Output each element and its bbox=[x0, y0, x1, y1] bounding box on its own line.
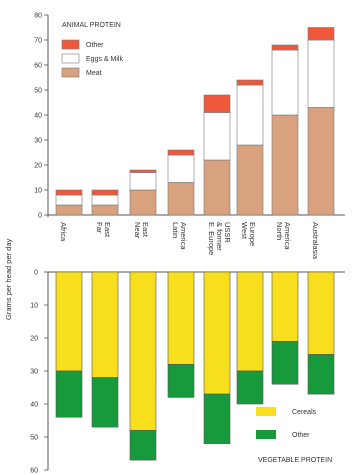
bar-veg-other-africa bbox=[55, 370, 83, 418]
top-y-tick-label: 20 bbox=[34, 163, 42, 170]
bar-meat-australasia bbox=[307, 107, 335, 216]
category-label-west-europe: West Europe bbox=[240, 222, 257, 246]
bar-other-e-europe-former-ussr bbox=[203, 94, 231, 113]
category-label-line: Europe bbox=[248, 222, 257, 246]
category-label-line: Africa bbox=[59, 222, 68, 242]
bar-eggs-milk-far-east bbox=[91, 194, 119, 206]
top-y-tick-label: 50 bbox=[34, 88, 42, 95]
top-y-tick-label: 30 bbox=[34, 138, 42, 145]
bar-meat-africa bbox=[55, 204, 83, 216]
bar-veg-cereals-west-europe bbox=[236, 271, 264, 372]
animal-protein-title: ANIMAL PROTEIN bbox=[62, 22, 121, 29]
bar-meat-e-europe-former-ussr bbox=[203, 159, 231, 216]
category-label-line: America bbox=[283, 222, 292, 250]
category-label-latin-america: Latin America bbox=[171, 222, 188, 250]
animal-protein-panel: 0 10 20 30 40 50 60 70 80 bbox=[34, 13, 345, 220]
bottom-y-tick-label: 40 bbox=[30, 402, 38, 409]
bar-veg-cereals-north-america bbox=[271, 271, 299, 342]
bar-eggs-milk-africa bbox=[55, 194, 83, 206]
bar-other-west-europe bbox=[236, 79, 264, 86]
bar-meat-near-east bbox=[129, 189, 157, 216]
category-label-line: & former bbox=[215, 222, 224, 251]
bar-veg-other-australasia bbox=[307, 354, 335, 395]
category-label-line: East bbox=[103, 222, 112, 238]
bar-meat-far-east bbox=[91, 204, 119, 216]
bar-veg-other-far-east bbox=[91, 377, 119, 428]
legend-label-veg-other: Other bbox=[292, 432, 310, 439]
bar-veg-other-west-europe bbox=[236, 370, 264, 405]
category-label-australasia: Australasia bbox=[311, 222, 320, 260]
bar-eggs-milk-e-europe-former-ussr bbox=[203, 112, 231, 161]
bar-eggs-milk-north-america bbox=[271, 49, 299, 116]
legend-swatch-eggs-milk bbox=[61, 53, 80, 64]
legend-label-other: Other bbox=[86, 42, 104, 49]
bar-other-australasia bbox=[307, 27, 335, 41]
legend-label-meat: Meat bbox=[86, 70, 102, 77]
category-label-line: Far bbox=[95, 222, 104, 234]
category-label-line: USSR bbox=[223, 222, 232, 243]
bar-veg-cereals-africa bbox=[55, 271, 83, 372]
animal-protein-legend: Other Eggs & Milk Meat bbox=[61, 39, 123, 78]
bar-veg-other-near-east bbox=[129, 430, 157, 461]
legend-swatch-meat bbox=[61, 67, 80, 78]
category-label-near-east: Near East bbox=[133, 222, 150, 239]
top-y-tick-label: 40 bbox=[34, 113, 42, 120]
category-label-africa: Africa bbox=[59, 222, 68, 242]
category-label-line: Latin bbox=[171, 222, 180, 238]
top-y-tick-label: 80 bbox=[34, 13, 42, 20]
bar-other-latin-america bbox=[167, 149, 195, 156]
category-label-line: Near bbox=[133, 222, 142, 239]
y-axis-label: Grams per head per day bbox=[4, 238, 13, 320]
bar-veg-cereals-far-east bbox=[91, 271, 119, 378]
vegetable-protein-panel: 0 10 20 30 40 50 60 bbox=[30, 270, 345, 475]
bottom-y-tick-label: 60 bbox=[30, 468, 38, 475]
bar-veg-cereals-australasia bbox=[307, 271, 335, 355]
category-label-line: West bbox=[240, 222, 249, 240]
vegetable-protein-title: VEGETABLE PROTEIN bbox=[258, 457, 332, 464]
bar-meat-north-america bbox=[271, 114, 299, 216]
bar-veg-other-latin-america bbox=[167, 364, 195, 398]
legend-swatch-veg-cereals bbox=[256, 407, 276, 416]
category-label-far-east: Far East bbox=[95, 222, 112, 238]
category-labels: Africa Far East Near East Latin America E. Euro… bbox=[59, 222, 320, 260]
bar-eggs-milk-latin-america bbox=[167, 154, 195, 183]
bar-meat-latin-america bbox=[167, 182, 195, 216]
bar-eggs-milk-australasia bbox=[307, 39, 335, 108]
bar-veg-cereals-latin-america bbox=[167, 271, 195, 365]
bar-other-africa bbox=[55, 189, 83, 196]
bottom-y-tick-label: 10 bbox=[30, 303, 38, 310]
vegetable-protein-legend: Cereals Other bbox=[256, 407, 317, 439]
category-label-line: East bbox=[141, 222, 150, 238]
bar-eggs-milk-west-europe bbox=[236, 84, 264, 146]
top-y-tick-label: 10 bbox=[34, 188, 42, 195]
legend-swatch-other bbox=[61, 39, 80, 50]
legend-swatch-veg-other bbox=[256, 430, 276, 439]
category-label-line: America bbox=[179, 222, 188, 250]
bar-other-near-east bbox=[129, 169, 157, 173]
top-y-tick-label: 60 bbox=[34, 63, 42, 70]
top-y-tick-label: 70 bbox=[34, 38, 42, 45]
bottom-y-tick-label: 0 bbox=[34, 270, 38, 277]
bar-other-north-america bbox=[271, 44, 299, 51]
category-label-e-europe-former-ussr: E. Europe & former USSR bbox=[207, 222, 232, 255]
category-label-north-america: North America bbox=[275, 222, 292, 250]
category-label-line: Australasia bbox=[311, 222, 320, 260]
top-y-tick-label: 0 bbox=[38, 213, 42, 220]
legend-label-veg-cereals: Cereals bbox=[292, 409, 317, 416]
bar-eggs-milk-near-east bbox=[129, 172, 157, 191]
bottom-y-tick-label: 20 bbox=[30, 336, 38, 343]
category-label-line: E. Europe bbox=[207, 222, 216, 255]
bottom-y-tick-label: 30 bbox=[30, 369, 38, 376]
bar-veg-other-north-america bbox=[271, 340, 299, 385]
bar-veg-cereals-near-east bbox=[129, 271, 157, 431]
bar-meat-west-europe bbox=[236, 144, 264, 216]
bar-veg-other-e-europe-former-ussr bbox=[203, 393, 231, 444]
legend-label-eggs-milk: Eggs & Milk bbox=[86, 56, 123, 63]
bar-veg-cereals-e-europe-former-ussr bbox=[203, 271, 231, 395]
bottom-y-tick-label: 50 bbox=[30, 435, 38, 442]
category-label-line: North bbox=[275, 222, 284, 240]
bar-other-far-east bbox=[91, 189, 119, 196]
